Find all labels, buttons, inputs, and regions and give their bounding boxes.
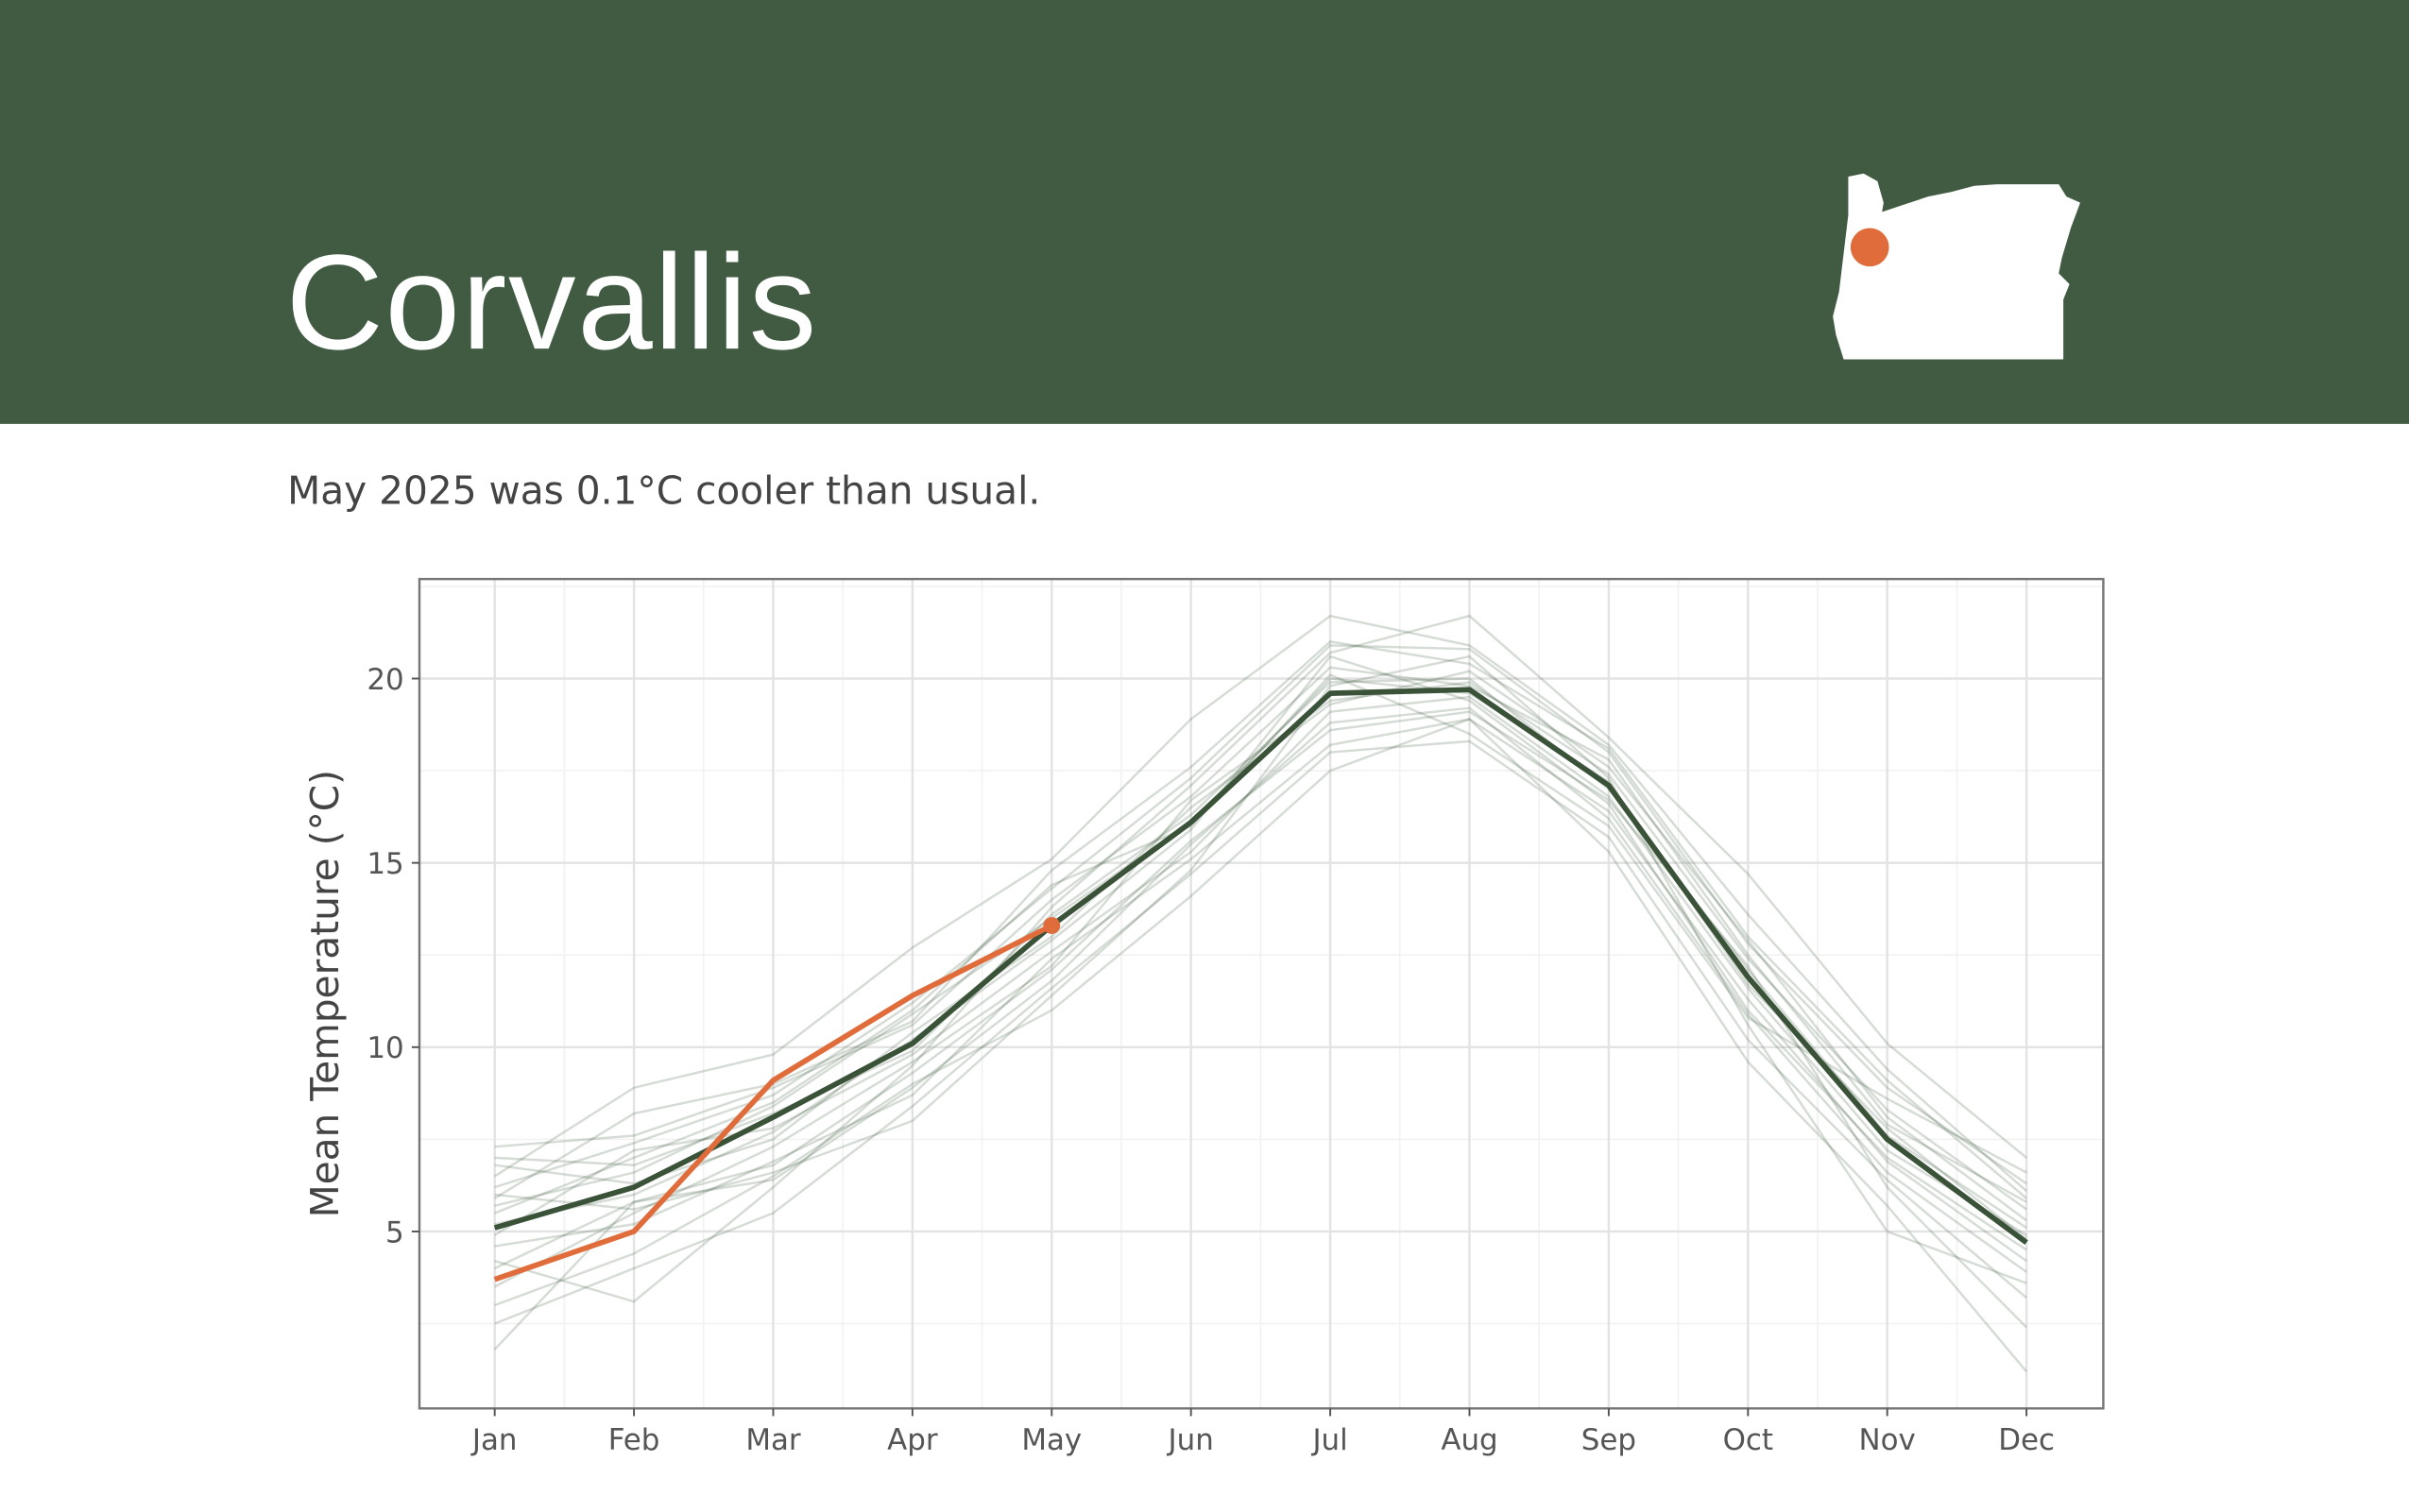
historical-year-line [494, 718, 2028, 1373]
average-line [493, 687, 2028, 1245]
historical-year-line [494, 677, 2027, 1240]
y-tick-label: 5 [385, 1215, 404, 1249]
summary-text: May 2025 was 0.1°C cooler than usual. [287, 468, 1041, 514]
historical-year-line [494, 677, 2027, 1230]
y-tick-label: 10 [367, 1031, 403, 1065]
historical-year-line [494, 654, 2027, 1284]
historical-year-line [494, 666, 2027, 1203]
latest-month-point [1043, 917, 1061, 934]
current-year-line [493, 923, 1053, 1283]
historical-year-line [494, 706, 2027, 1273]
historical-year-line [494, 673, 2027, 1215]
historical-year-line [494, 681, 2027, 1288]
x-tick-label: Sep [1581, 1423, 1636, 1457]
historical-year-line [494, 718, 2027, 1263]
location-marker [1850, 228, 1889, 267]
x-tick-label: Dec [1998, 1423, 2055, 1457]
x-tick-label: Feb [608, 1423, 660, 1457]
historical-year-line [494, 654, 2027, 1251]
x-tick-label: Jun [1167, 1423, 1214, 1457]
x-tick-label: Mar [745, 1423, 801, 1457]
historical-year-line [494, 739, 2027, 1325]
page-title: Corvallis [285, 226, 818, 379]
historical-year-line [494, 614, 2027, 1192]
x-tick-label: Aug [1441, 1423, 1497, 1457]
x-tick-label: Oct [1723, 1423, 1773, 1457]
x-tick-label: Apr [887, 1423, 938, 1457]
historical-year-line [494, 640, 2027, 1199]
historical-year-line [494, 695, 2027, 1236]
x-tick-label: Jan [470, 1423, 518, 1457]
x-tick-label: Jul [1310, 1423, 1347, 1457]
y-axis-label: Mean Temperature (°C) [302, 770, 348, 1217]
x-tick-label: May [1021, 1423, 1082, 1457]
historical-year-line [494, 614, 2027, 1303]
x-tick-label: Nov [1859, 1423, 1916, 1457]
y-tick-label: 15 [367, 847, 403, 881]
header-banner: Corvallis [0, 0, 2409, 424]
y-tick-label: 20 [367, 663, 403, 697]
oregon-state-outline-icon [1833, 173, 2081, 360]
plot-border [418, 577, 2105, 1410]
